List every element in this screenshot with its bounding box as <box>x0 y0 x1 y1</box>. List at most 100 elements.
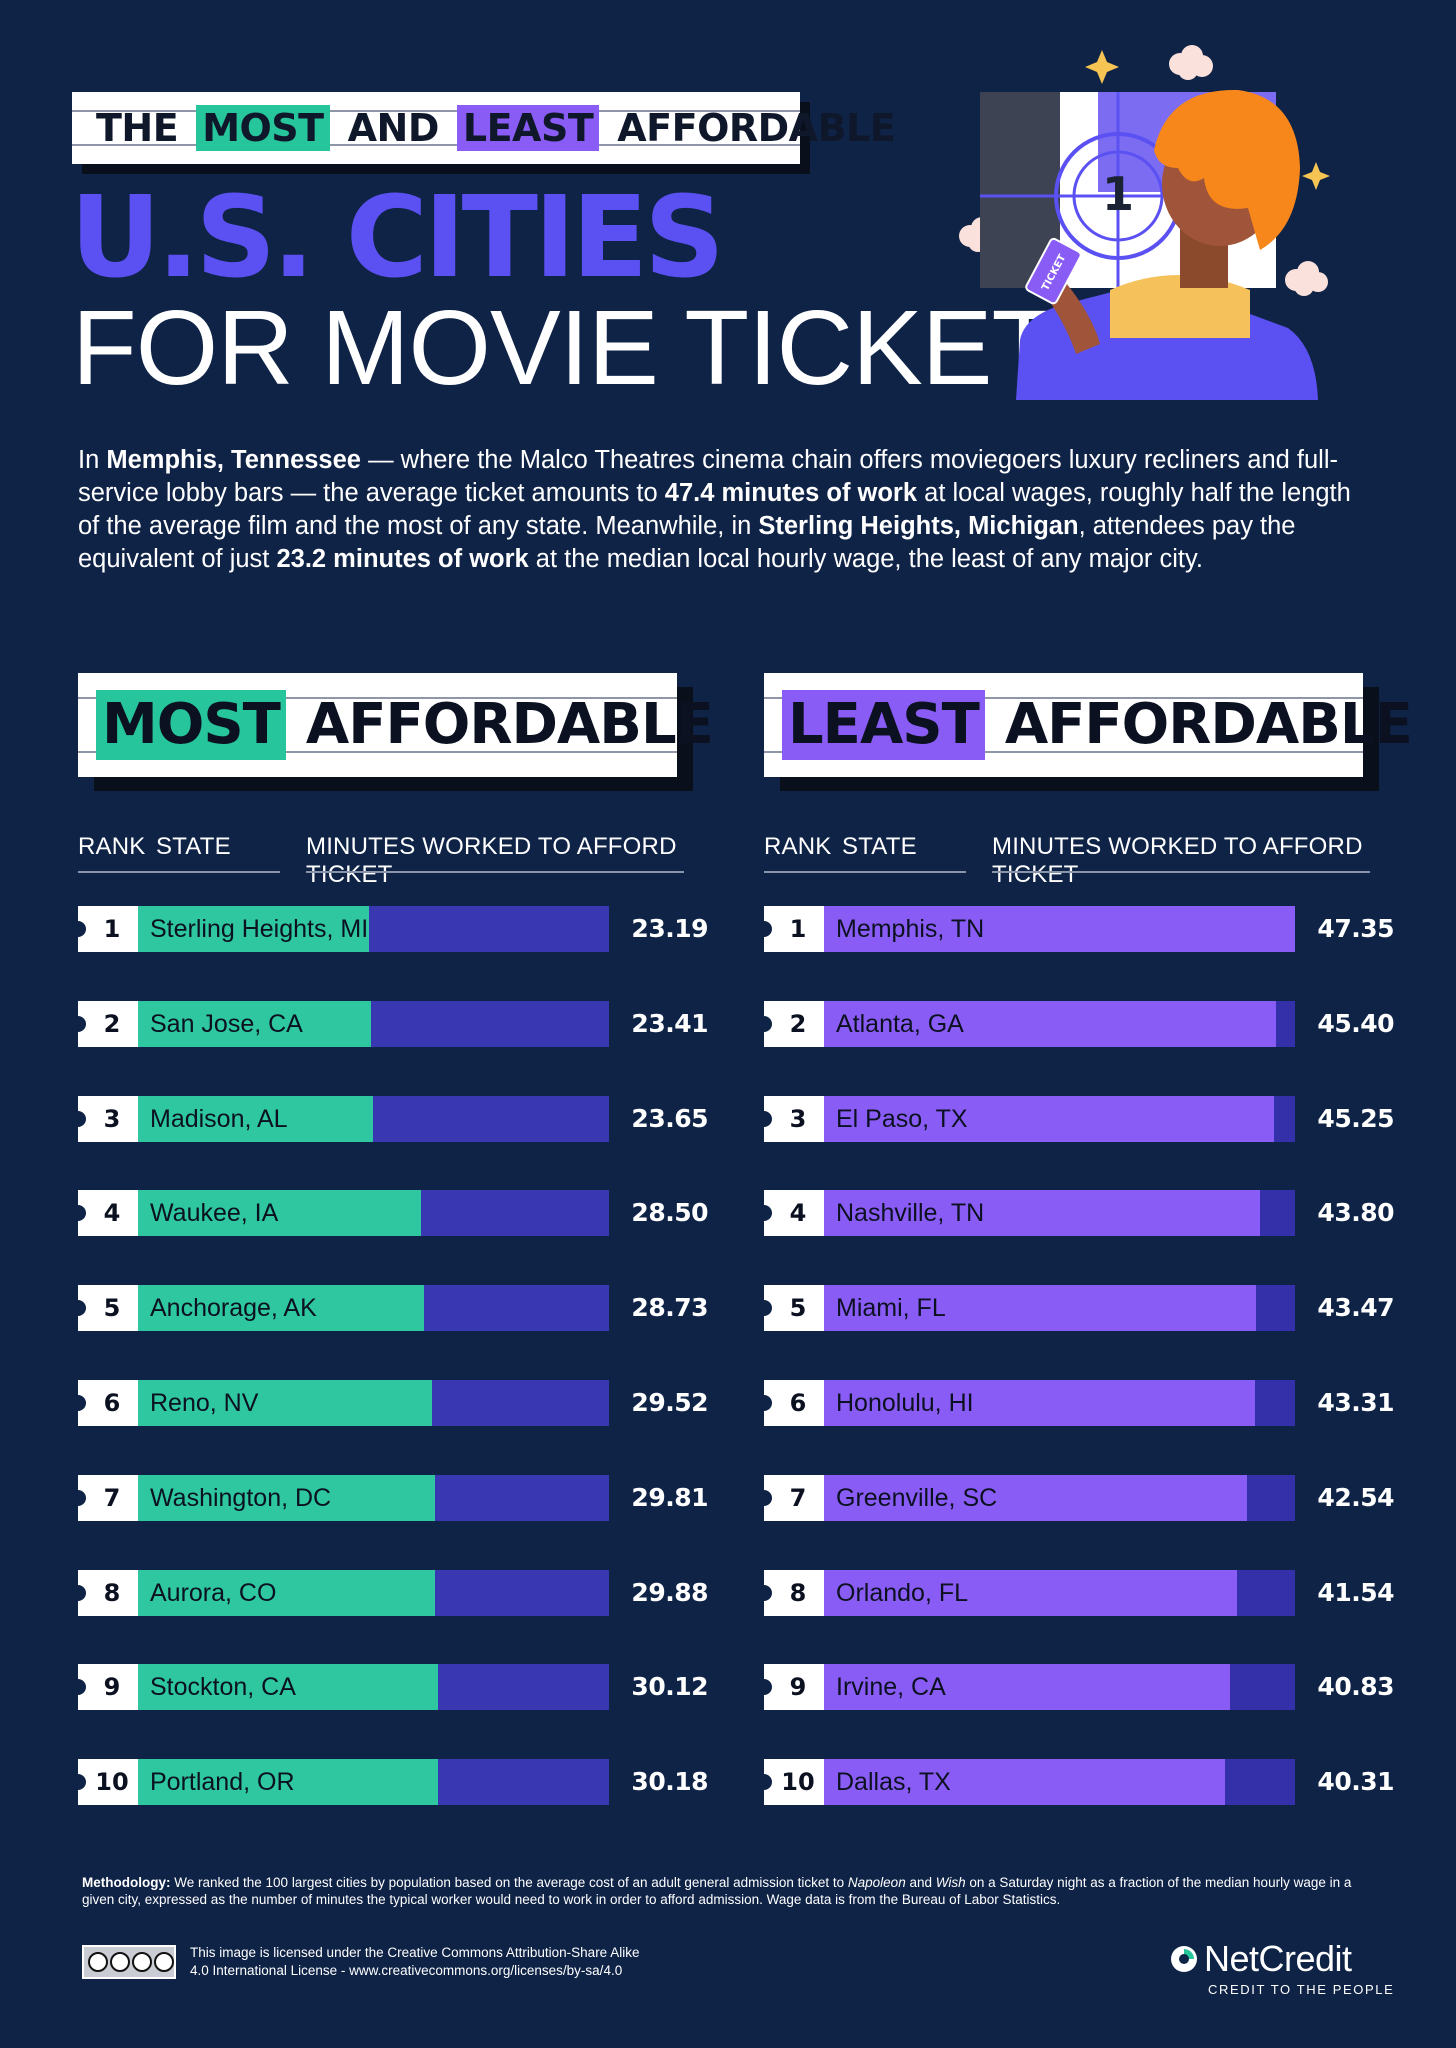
column-header-state: STATE <box>842 833 917 860</box>
bar-track: Orlando, FL <box>824 1569 1295 1616</box>
value-label: 43.80 <box>1317 1198 1394 1228</box>
city-label: Greenville, SC <box>836 1483 998 1512</box>
bar-row: 2 San Jose, CA 23.41 <box>70 1000 708 1047</box>
bar <box>824 1095 1275 1142</box>
license-text: This image is licensed under the Creativ… <box>190 1944 750 1980</box>
bar-row: 1 Sterling Heights, MI 23.19 <box>70 906 708 952</box>
city-label: Honolulu, HI <box>836 1389 974 1417</box>
value-label: 23.19 <box>631 914 708 943</box>
band-word-and: AND <box>347 106 440 150</box>
band-word-most: MOST <box>196 105 330 151</box>
methodology-text: We ranked the 100 largest cities by popu… <box>170 1875 848 1890</box>
bar <box>138 1285 424 1332</box>
value-label: 43.47 <box>1317 1293 1394 1323</box>
value-label: 41.54 <box>1317 1577 1394 1607</box>
creative-commons-icon <box>82 1945 176 1979</box>
intro-bold-4: 23.2 minutes of work <box>276 545 529 573</box>
bar-track: Atlanta, GA <box>824 1000 1295 1047</box>
bar-track: El Paso, TX <box>824 1095 1295 1142</box>
bar-row: 8 Orlando, FL 41.54 <box>756 1569 1394 1616</box>
header-divider <box>78 871 280 873</box>
intro-bold-3: Sterling Heights, Michigan <box>758 512 1079 540</box>
bar-row: 7 Washington, DC 29.81 <box>70 1474 708 1521</box>
countdown-number: 1 <box>1102 167 1134 221</box>
rank-label: 2 <box>756 1000 824 1047</box>
bar-row: 3 El Paso, TX 45.25 <box>756 1095 1394 1142</box>
intro-text-4: , attendees pay the equivalent of just <box>78 512 1296 573</box>
bar-track: San Jose, CA <box>138 1000 609 1047</box>
bar-row: 4 Nashville, TN 43.80 <box>756 1190 1394 1237</box>
rank-label: 7 <box>70 1474 138 1521</box>
value-label: 29.81 <box>631 1482 708 1512</box>
bar-track: Aurora, CO <box>138 1569 609 1616</box>
bar <box>138 1095 374 1142</box>
city-label: Washington, DC <box>150 1483 332 1512</box>
rank-label: 4 <box>756 1190 824 1237</box>
city-label: Dallas, TX <box>836 1768 951 1797</box>
intro-bold-1: Memphis, Tennessee <box>106 446 361 474</box>
bar-row: 6 Reno, NV 29.52 <box>70 1380 708 1426</box>
intro-text-5: at the median local hourly wage, the lea… <box>528 545 1203 573</box>
rank-label: 3 <box>70 1095 138 1142</box>
brand-tagline: CREDIT TO THE PEOPLE <box>1208 1982 1395 1997</box>
city-label: Memphis, TN <box>836 915 985 943</box>
bar-row: 1 Memphis, TN 47.35 <box>756 906 1394 952</box>
rank-label: 2 <box>70 1000 138 1047</box>
header-divider <box>764 871 966 873</box>
panel-title-highlight: LEAST <box>782 690 985 760</box>
panel-title-rest: AFFORDABLE <box>1004 692 1413 757</box>
city-label: Atlanta, GA <box>836 1009 964 1038</box>
bar-row: 5 Miami, FL 43.47 <box>756 1285 1394 1332</box>
bar-row: 2 Atlanta, GA 45.40 <box>756 1000 1394 1047</box>
rank-label: 5 <box>756 1285 824 1332</box>
moviegoer-illustration: 1 TICKET <box>959 45 1330 400</box>
value-label: 45.40 <box>1317 1008 1394 1038</box>
bar <box>824 1285 1257 1332</box>
header-band: THE MOST AND LEAST AFFORDABLE <box>72 92 896 164</box>
bar <box>824 1759 1225 1806</box>
bar <box>138 1000 371 1047</box>
value-label: 30.18 <box>631 1767 708 1797</box>
rank-label: 9 <box>70 1664 138 1711</box>
value-label: 45.25 <box>1317 1103 1394 1133</box>
bar <box>138 1380 432 1426</box>
band-word-the: THE <box>96 106 179 150</box>
column-header-minutes: MINUTES WORKED TO AFFORD TICKET <box>306 833 677 888</box>
bar-track: Honolulu, HI <box>824 1380 1295 1426</box>
bar-track: Dallas, TX <box>824 1759 1295 1806</box>
least-affordable-chart: LEAST AFFORDABLE RANK STATE MINUTES WORK… <box>756 673 1413 1823</box>
bar-row: 5 Anchorage, AK 28.73 <box>70 1285 708 1332</box>
panel-title-highlight: MOST <box>96 690 286 760</box>
city-label: Sterling Heights, MI <box>150 915 369 943</box>
bar-row: 4 Waukee, IA 28.50 <box>70 1190 708 1237</box>
methodology-text: and <box>905 1875 936 1890</box>
license-line-1: This image is licensed under the Creativ… <box>190 1945 640 1960</box>
value-label: 29.52 <box>631 1388 708 1417</box>
city-label: Orlando, FL <box>836 1578 969 1607</box>
intro-paragraph: In Memphis, Tennessee — where the Malco … <box>78 444 1378 576</box>
value-label: 43.31 <box>1317 1388 1394 1417</box>
methodology-label: Methodology: <box>82 1875 171 1890</box>
city-label: San Jose, CA <box>150 1009 303 1038</box>
bar-track: Anchorage, AK <box>138 1285 609 1332</box>
bar <box>138 1664 438 1711</box>
page-title-line2: FOR MOVIE TICKETS <box>72 289 1126 407</box>
city-label: Aurora, CO <box>150 1578 277 1607</box>
city-label: Reno, NV <box>150 1389 259 1417</box>
bar <box>824 1569 1238 1616</box>
city-label: Portland, OR <box>150 1768 295 1797</box>
bar-track: Greenville, SC <box>824 1474 1295 1521</box>
rank-label: 8 <box>70 1569 138 1616</box>
value-label: 40.83 <box>1317 1672 1394 1702</box>
bar-track: Reno, NV <box>138 1380 609 1426</box>
intro-text-1: In <box>78 446 107 474</box>
bar-track: Portland, OR <box>138 1759 609 1806</box>
bar <box>138 1190 422 1237</box>
bar-track: Memphis, TN <box>824 906 1295 952</box>
rank-label: 10 <box>70 1759 138 1806</box>
bar-track: Madison, AL <box>138 1095 609 1142</box>
band-word-least: LEAST <box>456 105 600 151</box>
value-label: 28.73 <box>631 1293 708 1323</box>
bar <box>824 1664 1231 1711</box>
bar-track: Waukee, IA <box>138 1190 609 1237</box>
